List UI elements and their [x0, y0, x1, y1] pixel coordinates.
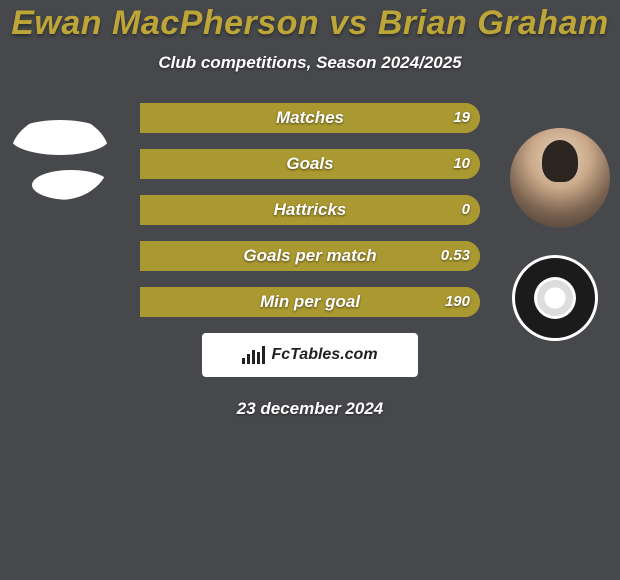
- stat-right-value: 0: [462, 195, 470, 225]
- stat-label: Matches: [140, 103, 480, 133]
- barchart-icon: [242, 346, 265, 364]
- date: 23 december 2024: [0, 399, 620, 419]
- bar-track: Min per goal 190: [140, 287, 480, 317]
- bar-track: Matches 19: [140, 103, 480, 133]
- stat-label: Goals: [140, 149, 480, 179]
- page-title: Ewan MacPherson vs Brian Graham: [0, 0, 620, 43]
- stat-right-value: 10: [453, 149, 470, 179]
- stat-label: Goals per match: [140, 241, 480, 271]
- bar-track: Hattricks 0: [140, 195, 480, 225]
- stat-right-value: 0.53: [441, 241, 470, 271]
- branding-badge: FcTables.com: [202, 333, 418, 377]
- subtitle: Club competitions, Season 2024/2025: [0, 53, 620, 73]
- stat-right-value: 19: [453, 103, 470, 133]
- stat-row: Matches 19: [0, 103, 620, 133]
- stat-row: Hattricks 0: [0, 195, 620, 225]
- bar-track: Goals 10: [140, 149, 480, 179]
- stat-row: Min per goal 190: [0, 287, 620, 317]
- stat-label: Min per goal: [140, 287, 480, 317]
- stat-row: Goals per match 0.53: [0, 241, 620, 271]
- comparison-infographic: { "style": { "background_color": "#46484…: [0, 0, 620, 580]
- stat-label: Hattricks: [140, 195, 480, 225]
- branding-text: FcTables.com: [271, 346, 377, 364]
- stat-right-value: 190: [445, 287, 470, 317]
- bar-track: Goals per match 0.53: [140, 241, 480, 271]
- stats-bars: Matches 19 Goals 10 Hattricks 0: [0, 103, 620, 317]
- stat-row: Goals 10: [0, 149, 620, 179]
